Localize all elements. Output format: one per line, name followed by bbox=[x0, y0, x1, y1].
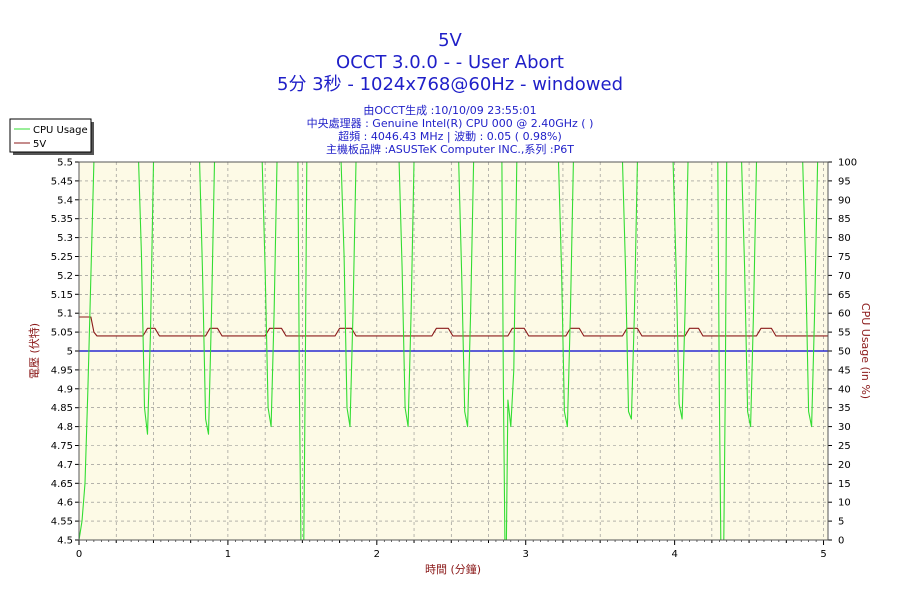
y-left-tick-label: 5.4 bbox=[57, 195, 73, 206]
y-right-tick-label: 20 bbox=[838, 460, 851, 471]
y-right-tick-label: 90 bbox=[838, 195, 851, 206]
y-left-tick-label: 5.5 bbox=[57, 158, 73, 169]
y-left-tick-label: 5.15 bbox=[51, 290, 73, 301]
y-right-tick-label: 70 bbox=[838, 271, 851, 282]
x-tick-label: 1 bbox=[225, 549, 231, 560]
y-right-tick-label: 65 bbox=[838, 290, 851, 301]
x-tick-label: 4 bbox=[671, 549, 677, 560]
y-right-tick-label: 50 bbox=[838, 347, 851, 358]
info-frequency: 超頻 : 4046.43 MHz | 波動 : 0.05 ( 0.98%) bbox=[338, 129, 562, 143]
y-left-tick-label: 4.55 bbox=[51, 517, 73, 528]
chart-subtitle-run: 5分 3秒 - 1024x768@60Hz - windowed bbox=[277, 74, 623, 95]
y-left-tick-label: 4.9 bbox=[57, 384, 73, 395]
x-axis-label: 時間 (分鐘) bbox=[425, 562, 481, 576]
x-tick-label: 3 bbox=[523, 549, 529, 560]
info-motherboard: 主機板品牌 :ASUSTeK Computer INC.,系列 :P6T bbox=[326, 142, 574, 156]
y-left-tick-label: 4.8 bbox=[57, 422, 73, 433]
y-left-tick-label: 5 bbox=[67, 347, 73, 358]
y-right-tick-label: 100 bbox=[838, 158, 857, 169]
y-right-tick-label: 75 bbox=[838, 252, 851, 263]
legend: CPU Usage 5V bbox=[9, 118, 94, 155]
y-right-tick-label: 95 bbox=[838, 176, 851, 187]
legend-label-5v: 5V bbox=[33, 139, 46, 150]
y-right-tick-label: 10 bbox=[838, 498, 851, 509]
y-left-tick-label: 5.05 bbox=[51, 328, 73, 339]
y-right-tick-label: 25 bbox=[838, 441, 851, 452]
y-left-tick-label: 4.75 bbox=[51, 441, 73, 452]
y-right-tick-label: 5 bbox=[838, 517, 844, 528]
y-right-tick-label: 85 bbox=[838, 214, 851, 225]
y-left-tick-label: 5.45 bbox=[51, 176, 73, 187]
y-right-tick-label: 80 bbox=[838, 233, 851, 244]
x-tick-label: 5 bbox=[820, 549, 826, 560]
y-right-tick-label: 0 bbox=[838, 536, 844, 547]
y-right-tick-label: 45 bbox=[838, 365, 851, 376]
y-left-tick-label: 4.6 bbox=[57, 498, 73, 509]
y-left-tick-label: 4.95 bbox=[51, 365, 73, 376]
legend-label-cpu: CPU Usage bbox=[33, 125, 88, 136]
series-line-5v bbox=[79, 316, 828, 337]
y-right-tick-label: 35 bbox=[838, 403, 851, 414]
y-axis-right-label: CPU Usage (in %) bbox=[859, 303, 872, 399]
plot-border bbox=[78, 161, 829, 541]
y-left-tick-label: 4.65 bbox=[51, 479, 73, 490]
y-left-tick-label: 5.25 bbox=[51, 252, 73, 263]
chart-title: 5V bbox=[438, 30, 462, 51]
x-tick-label: 2 bbox=[374, 549, 380, 560]
y-right-tick-label: 55 bbox=[838, 328, 851, 339]
info-generated: 由OCCT生成 :10/10/09 23:55:01 bbox=[363, 103, 536, 117]
legend-box bbox=[9, 118, 92, 153]
y-left-tick-label: 5.2 bbox=[57, 271, 73, 282]
ticks: 4.5 4.55 4.6 4.65 4.7 4.75 4.8 4.85 4.9 4.95 5 5.05… bbox=[51, 158, 857, 561]
y-left-tick-label: 4.85 bbox=[51, 403, 73, 414]
y-axis-left-label: 電壓 (伏特) bbox=[27, 323, 41, 379]
y-left-tick-label: 4.7 bbox=[57, 460, 73, 471]
info-cpu: 中央處理器 : Genuine Intel(R) CPU 000 @ 2.40G… bbox=[307, 116, 594, 130]
y-left-tick-label: 5.35 bbox=[51, 214, 73, 225]
y-right-tick-label: 60 bbox=[838, 309, 851, 320]
y-right-tick-label: 15 bbox=[838, 479, 851, 490]
y-right-tick-label: 40 bbox=[838, 384, 851, 395]
y-left-tick-label: 4.5 bbox=[57, 536, 73, 547]
y-left-tick-label: 5.3 bbox=[57, 233, 73, 244]
chart-subtitle-app: OCCT 3.0.0 - - User Abort bbox=[336, 52, 564, 73]
y-right-tick-label: 30 bbox=[838, 422, 851, 433]
x-tick-label: 0 bbox=[76, 549, 82, 560]
y-left-tick-label: 5.1 bbox=[57, 309, 73, 320]
